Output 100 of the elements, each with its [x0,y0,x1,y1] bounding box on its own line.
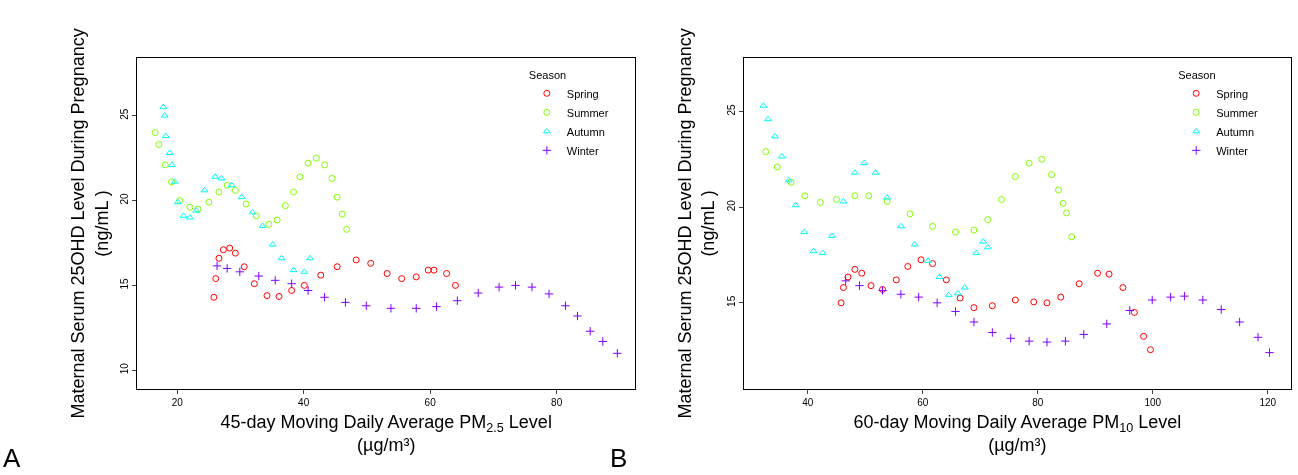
point [858,269,866,277]
point [544,289,554,299]
point [1048,171,1056,179]
x-tick-label: 80 [551,396,563,408]
point [240,263,248,271]
point [970,226,978,234]
point [987,327,998,338]
point [1057,293,1065,301]
point [321,161,329,169]
y-tick-label: 15 [725,295,737,307]
point [969,317,979,327]
point [319,292,330,302]
point [1147,295,1157,305]
point [242,200,250,208]
point [837,299,845,307]
point [215,188,223,196]
x-tick-label: 20 [171,396,184,408]
point [892,276,900,284]
point [383,270,391,278]
text: 60-day Moving Daily Average PM$_{10}$ Level (µg/m³) [853,412,1182,456]
point [212,261,222,271]
legend-label: Spring [1216,87,1249,100]
point [944,291,953,298]
point [281,202,289,210]
point [296,173,304,181]
point [352,256,360,264]
point [984,216,992,224]
point [367,259,375,267]
point [263,292,271,300]
legend-label: Winter [1216,144,1249,157]
point [917,256,925,264]
y-axis-title: Maternal Serum 25OHD Level During Pregnancy (ng/mL ) [674,28,719,419]
point [277,254,286,261]
legend-label: Summer [566,106,609,119]
point [800,228,809,235]
point [904,263,912,270]
point [155,140,163,148]
point [473,288,483,298]
point [290,188,298,196]
point [1234,317,1245,327]
point [223,181,231,189]
point [205,198,213,206]
point [914,292,924,302]
point [1216,304,1226,315]
point [598,336,608,347]
legend-label: Autumn [566,125,605,138]
point [1075,280,1083,288]
point [952,228,960,236]
point [343,225,351,233]
point [935,273,944,280]
point [289,266,298,273]
point [1038,155,1046,163]
point [773,163,781,171]
point [186,203,194,211]
point [1025,159,1033,167]
point [270,275,280,286]
point [585,326,595,336]
point [860,159,869,166]
point [932,298,942,308]
legend-label: Spring [566,87,599,100]
point [1011,296,1019,304]
point [1102,319,1112,329]
point [929,222,937,230]
point [159,103,168,110]
point [306,254,314,261]
point [510,280,521,291]
point [312,154,320,162]
point [896,289,906,299]
y-axis-title: Maternal Serum 25OHD Level During Pregnancy (ng/mL ) [68,28,112,419]
point [222,263,232,274]
point [226,244,234,252]
point [273,216,281,224]
y-tick-label: 15 [119,277,131,290]
legend-label: Summer [1216,106,1259,119]
point [304,159,312,167]
point [250,280,258,288]
point [1011,173,1019,181]
point [1079,329,1089,340]
point [431,301,442,312]
point [1024,336,1034,346]
point [1068,233,1076,241]
legend-title: Season [528,68,567,81]
point [865,192,873,200]
point [1059,199,1067,207]
point [1060,336,1071,346]
y-tick-label: 20 [725,199,737,212]
point [338,210,346,218]
x-tick-label: 60 [917,396,929,408]
y-tick-label: 10 [119,362,131,375]
point [896,222,905,229]
point [1030,298,1038,306]
point [1063,209,1071,217]
x-tick-label: 120 [1259,396,1277,408]
x-tick-label: 80 [1032,396,1044,408]
point [252,212,260,220]
point [212,275,220,283]
point [1043,299,1051,307]
point [762,148,770,156]
point [809,247,818,254]
point [1105,270,1113,278]
